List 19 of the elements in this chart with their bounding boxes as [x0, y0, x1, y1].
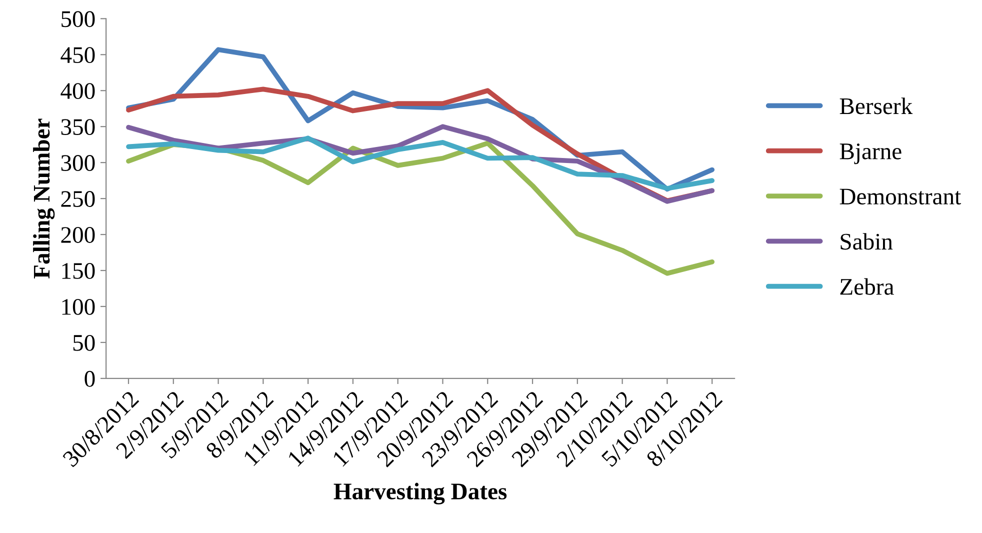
y-axis-title: Falling Number: [33, 118, 55, 278]
y-tick-label: 50: [73, 334, 95, 351]
legend-label: Zebra: [840, 278, 894, 295]
y-tick-label: 300: [61, 155, 95, 171]
legend-label: Sabin: [840, 233, 893, 250]
legend-label: Berserk: [840, 98, 913, 114]
y-tick-label: 350: [61, 119, 95, 136]
y-tick-label: 150: [62, 262, 95, 279]
y-tick-label: 250: [61, 191, 95, 207]
y-tick-label: 500: [62, 11, 95, 28]
y-tick-label: 400: [60, 83, 95, 100]
x-axis-title: Harvesting Dates: [334, 482, 507, 504]
y-tick-label: 0: [84, 370, 95, 387]
line-series: [126, 136, 715, 191]
y-tick-label: 200: [61, 227, 95, 243]
legend-label: Demonstrant: [840, 188, 962, 205]
y-tick-label: 100: [62, 298, 95, 315]
y-tick-label: 450: [60, 47, 95, 64]
legend-label: Bjarne: [840, 143, 902, 164]
